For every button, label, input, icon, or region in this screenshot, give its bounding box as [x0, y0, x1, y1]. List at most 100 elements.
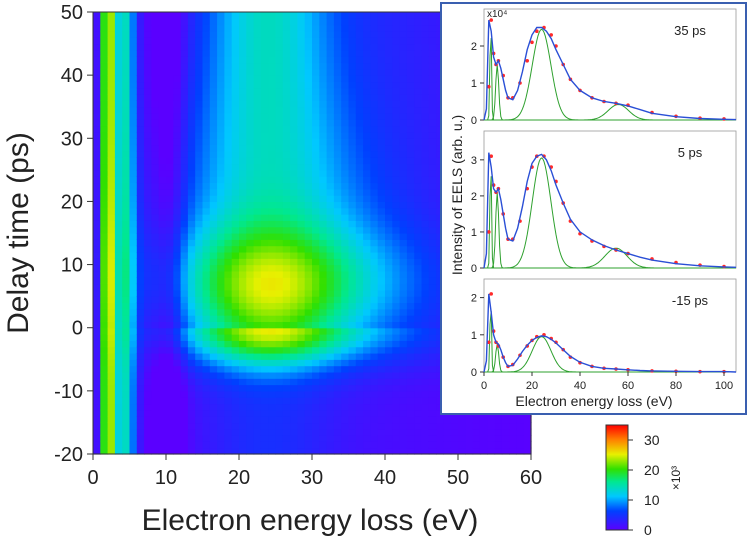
heatmap-cell [187, 100, 196, 108]
heatmap-cell [239, 18, 247, 26]
heatmap-cell [100, 201, 109, 209]
heatmap-cell [348, 365, 357, 373]
heatmap-cell [363, 428, 371, 436]
heatmap-cell [202, 441, 211, 449]
inset-fit-line [483, 293, 737, 373]
heatmap-cell [136, 195, 145, 203]
heatmap-cell [107, 68, 116, 76]
heatmap-cell [217, 169, 225, 177]
heatmap-cell [166, 24, 174, 32]
heatmap-cell [319, 56, 328, 64]
heatmap-cell [377, 214, 386, 221]
heatmap-cell [414, 321, 423, 329]
heatmap-cell [319, 176, 328, 184]
heatmap-cell [385, 447, 393, 455]
heatmap-cell [224, 75, 233, 83]
heatmap-cell [166, 144, 174, 152]
heatmap-cell [516, 441, 525, 449]
heatmap-cell [406, 334, 415, 341]
heatmap-cell [348, 144, 357, 152]
heatmap-cell [428, 371, 437, 379]
heatmap-cell [136, 75, 145, 83]
inset-fit-line [483, 19, 737, 121]
heatmap-cell [260, 176, 269, 184]
heatmap-cell [355, 87, 364, 95]
heatmap-cell [187, 289, 196, 297]
heatmap-cell [114, 435, 123, 442]
heatmap-cell [260, 68, 269, 76]
heatmap-cell [253, 264, 262, 272]
heatmap-cell [129, 176, 138, 184]
heatmap-cell [173, 119, 182, 127]
heatmap-cell [151, 119, 160, 127]
heatmap-cell [319, 169, 328, 177]
heatmap-cell [173, 207, 182, 215]
heatmap-cell [100, 207, 109, 215]
heatmap-cell [187, 327, 196, 335]
heatmap-cell [341, 94, 350, 101]
heatmap-cell [297, 365, 306, 373]
heatmap-cell [319, 163, 328, 171]
heatmap-cell [399, 340, 408, 348]
heatmap-cell [363, 264, 371, 272]
heatmap-cell [224, 302, 233, 310]
heatmap-cell [144, 37, 152, 45]
heatmap-cell [107, 49, 116, 57]
heatmap-cell [144, 390, 152, 398]
heatmap-cell [246, 289, 255, 297]
heatmap-cell [392, 409, 401, 417]
heatmap-cell [414, 352, 423, 360]
heatmap-cell [370, 87, 379, 95]
heatmap-cell [326, 264, 335, 272]
heatmap-cell [166, 384, 174, 392]
heatmap-cell [107, 81, 116, 89]
heatmap-cell [122, 441, 131, 449]
heatmap-cell [363, 157, 371, 165]
heatmap-cell [399, 188, 408, 196]
heatmap-cell [231, 214, 240, 221]
heatmap-cell [202, 245, 211, 253]
heatmap-cell [421, 37, 430, 45]
heatmap-cell [355, 68, 364, 76]
heatmap-cell [333, 30, 342, 38]
heatmap-cell [122, 283, 131, 291]
heatmap-cell [187, 188, 196, 196]
heatmap-cell [144, 308, 152, 316]
heatmap-cell [224, 43, 233, 51]
heatmap-cell [414, 422, 423, 430]
heatmap-cell [385, 283, 393, 291]
heatmap-cell [406, 226, 415, 234]
heatmap-cell [253, 56, 262, 64]
heatmap-cell [392, 233, 401, 240]
heatmap-cell [370, 100, 379, 108]
heatmap-cell [114, 176, 123, 184]
heatmap-cell [239, 113, 247, 120]
heatmap-cell [180, 378, 189, 386]
heatmap-cell [355, 30, 364, 38]
heatmap-cell [166, 150, 174, 158]
heatmap-cell [348, 289, 357, 297]
heatmap-cell [333, 346, 342, 354]
heatmap-cell [370, 62, 379, 70]
heatmap-cell [158, 169, 167, 177]
heatmap-cell [428, 416, 437, 424]
heatmap-cell [392, 30, 401, 38]
heatmap-cell [173, 201, 182, 209]
heatmap-cell [377, 56, 386, 64]
heatmap-cell [158, 207, 167, 215]
heatmap-cell [406, 113, 415, 120]
heatmap-cell [458, 422, 466, 430]
heatmap-cell [100, 308, 109, 316]
heatmap-cell [260, 352, 269, 360]
heatmap-cell [312, 138, 320, 146]
heatmap-cell [275, 258, 284, 266]
heatmap-cell [414, 289, 423, 297]
heatmap-cell [217, 24, 225, 32]
heatmap-cell [217, 359, 225, 367]
heatmap-cell [107, 435, 116, 442]
heatmap-cell [239, 409, 247, 417]
heatmap-cell [458, 441, 466, 449]
heatmap-cell [406, 346, 415, 354]
heatmap-cell [231, 182, 240, 190]
heatmap-cell [363, 365, 371, 373]
